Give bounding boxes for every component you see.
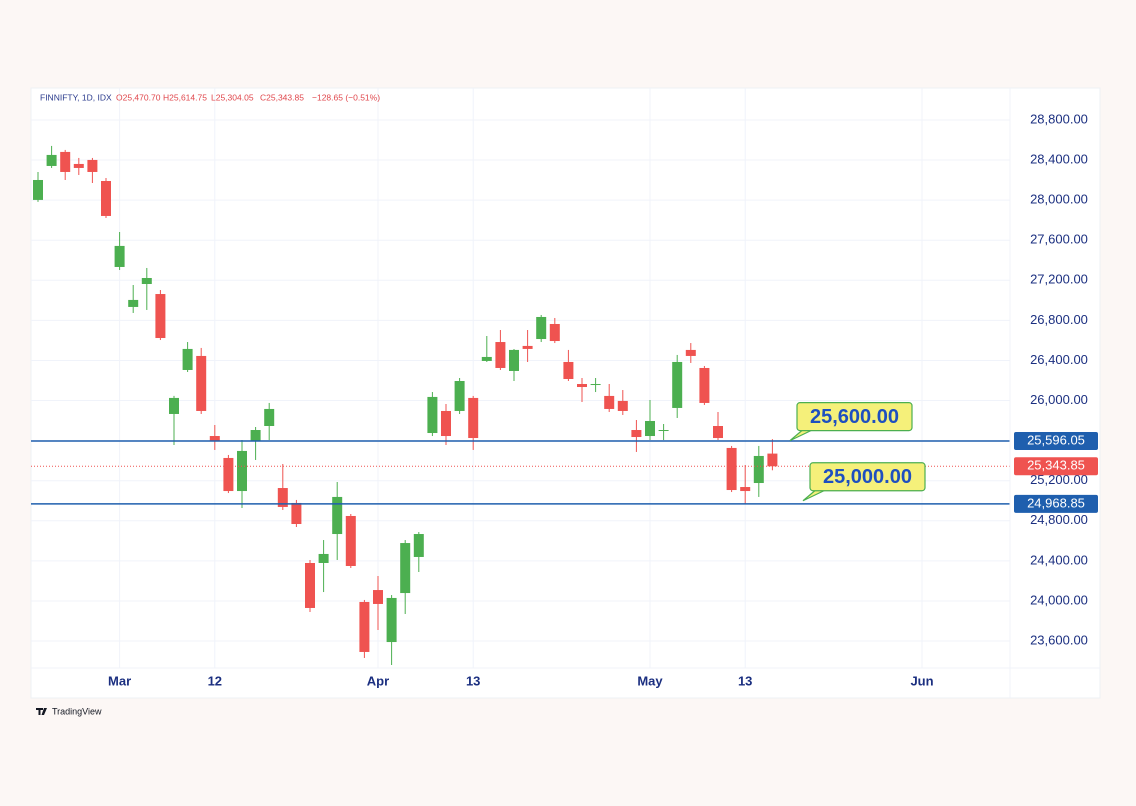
candle-body [753,455,764,484]
candle-body [332,496,343,535]
candle-body [509,349,519,371]
candle-body [386,597,397,643]
candle-body [182,348,193,370]
level-tag [1014,494,1098,513]
y-tick-label: 27,600.00 [1030,232,1088,247]
logo-icon [36,708,47,715]
candle-body [373,590,383,604]
symbol: FINNIFTY, 1D, IDX [40,92,112,102]
y-tick-label: 28,800.00 [1030,111,1088,126]
axis: 23,600.00 24,000.00 24,400.00 24,800.00 25,2… [31,88,1100,698]
candle-body [250,430,261,442]
candle-body [685,349,696,356]
candle-body [577,384,587,388]
candle-body [237,450,247,492]
last-price-label: 25,343.85 [1027,458,1085,473]
candle-body [454,381,465,411]
candle-body [740,487,751,492]
candle-body [209,436,220,442]
candle-body [359,601,370,652]
candle-body [264,408,275,426]
candle-body [114,245,125,267]
callout-label: 25,000.00 [823,466,912,488]
candle-body [522,345,533,349]
candle-body [481,356,492,361]
level-label: 24,968.85 [1027,495,1085,510]
y-tick-label: 26,800.00 [1030,312,1088,327]
x-tick-label: 13 [466,673,480,688]
candle-body [46,154,57,166]
candle-body [563,361,574,380]
chart-panel [30,87,1101,699]
candle-body [155,294,166,339]
candle-body [590,384,601,386]
ohlc-open: O25,470.70 [116,92,161,102]
candle-body [305,562,315,608]
candle-body [767,453,778,467]
y-tick-label: 24,000.00 [1030,592,1088,607]
ohlc-close: C25,343.85 [260,92,304,102]
candle-body [713,425,723,439]
x-tick-label: Jun [910,673,933,688]
candle-body [223,457,234,492]
candle-body [631,430,642,438]
candle-body [699,367,710,403]
candle-body [33,179,43,200]
candle-body [128,299,139,307]
x-tick-label: May [637,673,663,688]
candle-body [495,342,506,368]
candle-body [169,397,179,414]
candle-body [196,355,207,411]
candle-body [400,543,411,594]
candle-body [468,397,479,439]
candle-body [87,159,98,172]
plot: 25,600.00 25,000.00 [31,145,1010,665]
candle-body [60,151,71,172]
callout-box [796,402,913,432]
candle-body [441,410,451,437]
candle-body [73,163,84,168]
y-tick-label: 26,000.00 [1030,392,1088,407]
y-tick-label: 28,400.00 [1030,151,1088,166]
ohlc-change: −128.65 (−0.51%) [312,92,380,102]
y-tick-label: 25,200.00 [1030,472,1088,487]
callout-label: 25,600.00 [810,406,899,428]
x-tick-label: 12 [208,673,222,688]
x-tick-label: 13 [738,673,752,688]
candle-body [658,430,669,432]
last-price-tag [1014,457,1098,476]
candle-body [101,180,111,216]
y-tick-label: 23,600.00 [1030,632,1088,647]
candle-body [291,502,302,525]
y-tick-label: 27,200.00 [1030,272,1088,287]
candle-body [726,447,737,491]
x-tick-label: Mar [108,673,131,688]
candle-body [277,488,288,507]
candle-body [427,396,438,434]
y-tick-label: 26,400.00 [1030,352,1088,367]
candle-body [536,316,547,340]
candle-body [345,515,356,566]
candle-body [604,395,615,409]
candle-body [318,553,329,563]
level-tag [1014,432,1098,451]
level-label: 25,596.05 [1027,432,1085,447]
y-tick-label: 24,800.00 [1030,512,1088,527]
callout-box [809,462,926,492]
candle-body [549,323,560,342]
candle-body [141,277,152,285]
candle-body [413,534,424,557]
x-tick-label: Apr [367,673,389,688]
candle-body [672,361,683,408]
y-tick-label: 24,400.00 [1030,552,1088,567]
ohlc-high: H25,614.75 [163,92,207,102]
y-tick-label: 28,000.00 [1030,192,1088,207]
candle-body [645,420,655,437]
ohlc-low: L25,304.05 [211,92,254,102]
candle-body [617,400,628,411]
watermark: TradingView [52,706,102,716]
